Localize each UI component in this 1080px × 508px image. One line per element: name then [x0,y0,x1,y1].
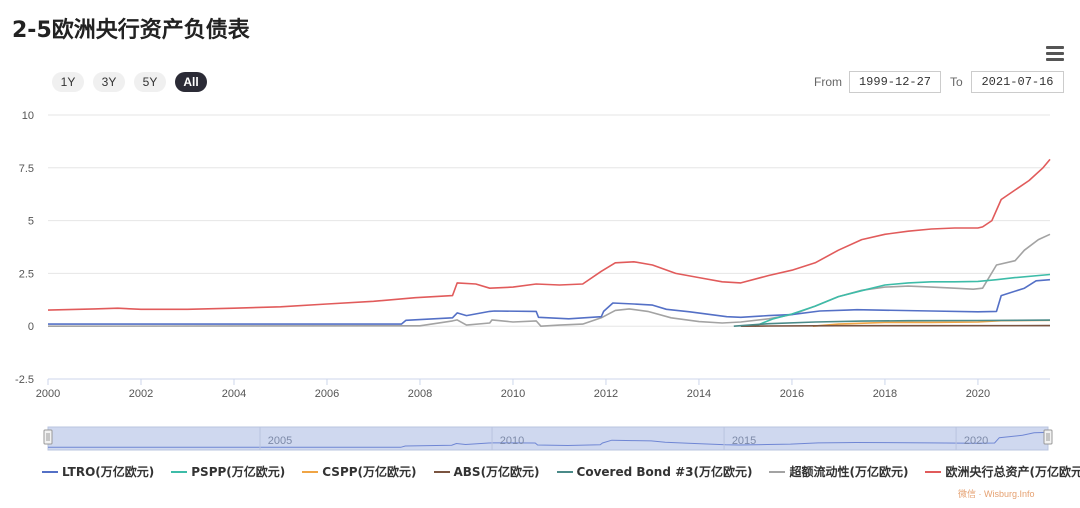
navigator-handle [43,429,53,445]
watermark: 微信 · Wisburg.Info [958,489,1035,499]
x-tick-label: 2010 [501,388,525,400]
x-tick-label: 2002 [129,388,153,400]
x-tick-label: 2012 [594,388,618,400]
legend-swatch [925,470,942,473]
y-tick-label: 5 [28,216,34,228]
legend-swatch [769,470,786,473]
from-date-input[interactable]: 1999-12-27 [849,71,941,93]
x-tick-label: 2000 [36,388,60,400]
x-axis-ticks: 2000 2002 2004 2006 2008 2010 2012 2014 2016 2018… [36,378,1050,400]
legend: LTRO(万亿欧元) PSPP(万亿欧元) CSPP(万亿欧元) ABS(万亿欧… [42,463,1080,480]
legend-item-excess-liquidity[interactable]: 超额流动性(万亿欧元) [769,463,908,480]
legend-label: 超额流动性(万亿欧元) [789,465,909,479]
navigator-label: 2010 [500,435,524,447]
legend-swatch [556,470,573,473]
series-line [740,324,1051,327]
legend-label: LTRO(万亿欧元) [62,465,155,479]
grid-lines [48,114,1050,380]
series-line [48,278,1051,325]
x-tick-label: 2016 [780,388,804,400]
x-tick-label: 2018 [873,388,897,400]
to-date-input[interactable]: 2021-07-16 [971,71,1064,93]
navigator-label: 2015 [732,435,756,447]
x-tick-label: 2006 [315,388,339,400]
range-selector: 1Y 3Y 5Y All [52,72,207,92]
legend-item-abs[interactable]: ABS(万亿欧元) [433,463,540,480]
legend-label: Covered Bond #3(万亿欧元) [576,465,753,479]
legend-item-covered-bond[interactable]: Covered Bond #3(万亿欧元) [556,463,753,480]
y-tick-label: 2.5 [19,268,34,280]
from-label: From [814,75,842,89]
y-axis-ticks: -2.5 0 2.5 5 7.5 10 [15,110,34,386]
series-line [733,319,1051,327]
x-tick-label: 2004 [222,388,246,400]
legend-swatch [171,470,188,473]
legend-label: CSPP(万亿欧元) [322,465,417,479]
legend-item-pspp[interactable]: PSPP(万亿欧元) [171,463,285,480]
navigator: 2005 2010 2015 2020 [43,426,1053,451]
legend-label: 欧洲央行总资产(万亿欧元) [945,465,1080,479]
navigator-label: 2005 [268,435,292,447]
legend-swatch [433,470,450,473]
series-line [754,273,1051,327]
range-button-3y[interactable]: 3Y [93,72,125,92]
range-button-all[interactable]: All [175,72,207,92]
series-line [47,158,1051,311]
hamburger-menu-icon[interactable] [1046,46,1064,62]
navigator-handle [1043,429,1053,445]
series-lines [47,158,1051,327]
series-line [812,319,1051,327]
x-tick-label: 2014 [687,388,711,400]
legend-item-ltro[interactable]: LTRO(万亿欧元) [42,463,154,480]
legend-swatch [42,470,58,473]
legend-swatch [302,470,319,473]
to-label: To [950,75,963,89]
legend-label: PSPP(万亿欧元) [191,465,286,479]
y-tick-label: 0 [28,321,34,333]
y-tick-label: 7.5 [19,163,34,175]
navigator-label: 2020 [964,435,988,447]
navigator-series [48,431,1049,448]
range-button-1y[interactable]: 1Y [52,72,84,92]
range-button-5y[interactable]: 5Y [134,72,166,92]
y-tick-label: 10 [22,110,34,122]
series-line [47,233,1051,327]
navigator-selection [47,426,1049,451]
legend-item-total-assets[interactable]: 欧洲央行总资产(万亿欧元) [925,463,1080,480]
x-tick-label: 2008 [408,388,432,400]
x-tick-label: 2020 [966,388,990,400]
legend-label: ABS(万亿欧元) [453,465,540,479]
legend-item-cspp[interactable]: CSPP(万亿欧元) [302,463,417,480]
y-tick-label: -2.5 [15,374,34,386]
page-title: 2-5欧洲央行资产负债表 [12,18,250,43]
